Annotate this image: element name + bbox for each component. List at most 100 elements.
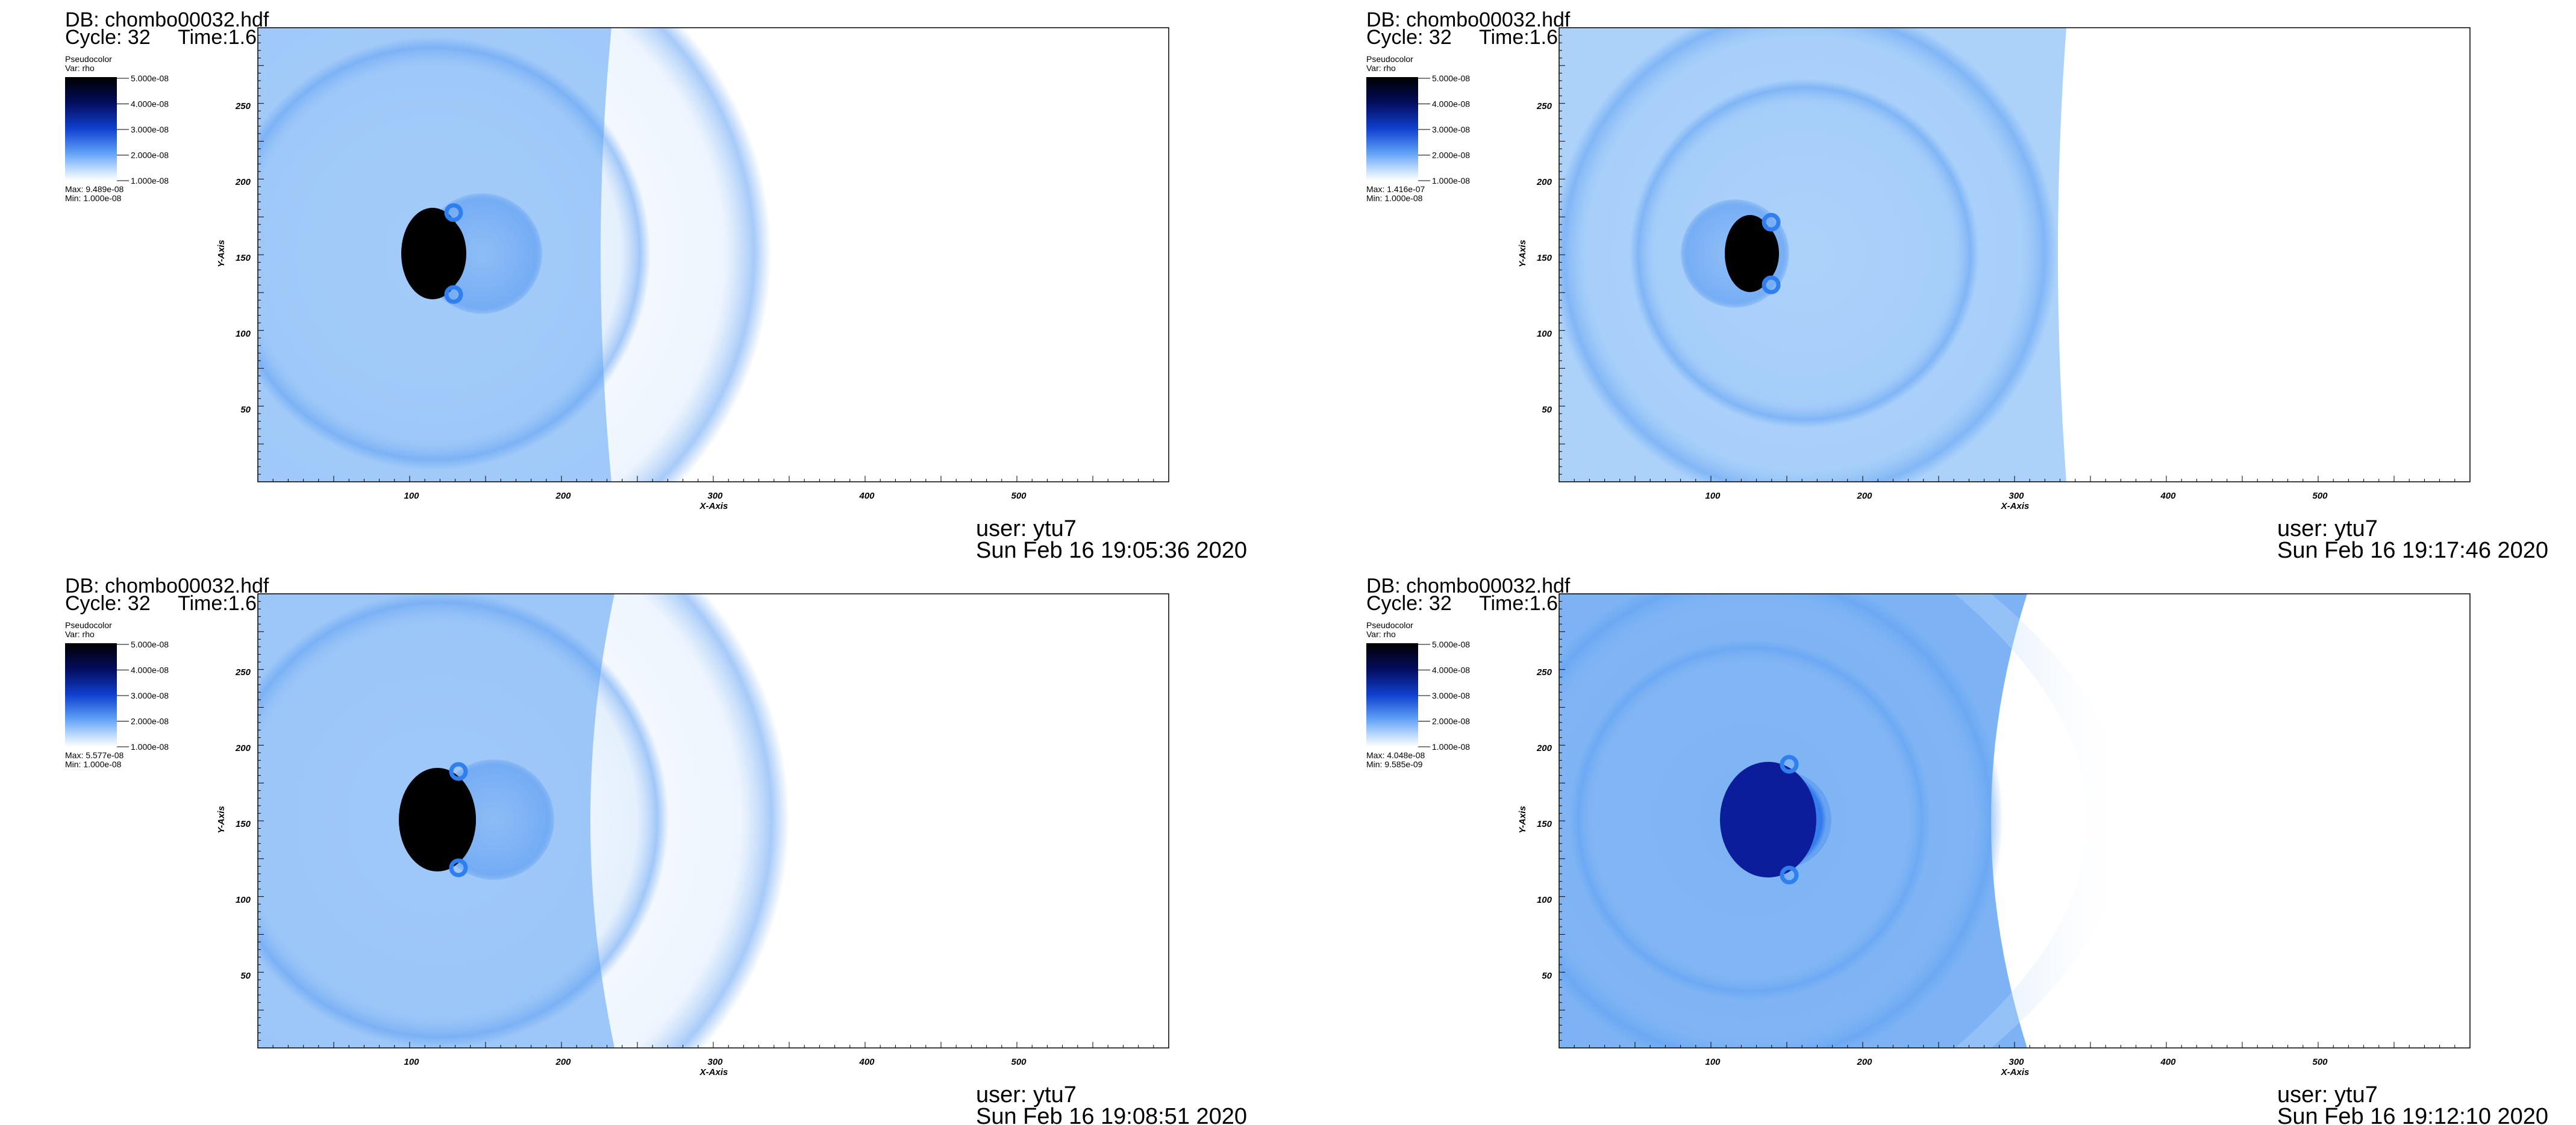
user-label: user: ytu7 [2277, 516, 2378, 541]
x-tick-label: 300 [2009, 491, 2024, 501]
vortex-curl [1780, 865, 1799, 885]
x-axis-title: X-Axis [2001, 1067, 2030, 1077]
dense-core-lobe [420, 778, 476, 862]
vortex-curl [1762, 213, 1781, 232]
y-tick-label: 200 [235, 743, 251, 753]
y-tick-label: 250 [235, 667, 251, 678]
colorbar-tick-label: 2.000e-08 [1432, 717, 1470, 726]
plot-area [1558, 593, 2471, 1049]
colorbar-tick-label: 2.000e-08 [131, 151, 169, 160]
x-tick-label: 500 [2312, 491, 2328, 501]
colorbar-tick-label: 5.000e-08 [131, 640, 169, 649]
y-axis-title: Y-Axis [1518, 240, 1528, 267]
colorbar-tick-label: 1.000e-08 [131, 176, 169, 185]
cycle-label: Cycle: 32 [1366, 592, 1452, 615]
legend-plot-label: Pseudocolor [65, 620, 112, 630]
legend-min-label: Min: 9.585e-09 [1366, 759, 1423, 769]
density-field [1559, 594, 2127, 1048]
colorbar-tick-label: 5.000e-08 [131, 73, 169, 83]
y-tick-label: 50 [240, 405, 251, 415]
legend-min-label: Min: 1.000e-08 [65, 759, 122, 769]
legend-plot-label: Pseudocolor [1366, 620, 1413, 630]
colorbar [65, 77, 117, 181]
legend-plot-label: Pseudocolor [65, 54, 112, 64]
colorbar [65, 643, 117, 747]
db-label: DB: chombo00032.hdf [1366, 575, 1571, 597]
colorbar-tick-label: 4.000e-08 [1432, 665, 1470, 675]
date-label: Sun Feb 16 19:05:36 2020 [976, 538, 1247, 563]
colorbar-tick-label: 1.000e-08 [1432, 176, 1470, 185]
date-label: Sun Feb 16 19:17:46 2020 [2277, 538, 2548, 563]
legend-var-label: Var: rho [65, 629, 95, 639]
inner-wave [1630, 79, 1979, 428]
user-label: user: ytu7 [976, 516, 1077, 541]
x-axis-title: X-Axis [2001, 501, 2030, 511]
x-tick-label: 300 [707, 1057, 723, 1067]
legend-plot-label: Pseudocolor [1366, 54, 1413, 64]
shock-fade [1955, 594, 2127, 1048]
dense-core-lobe [420, 217, 466, 290]
y-tick-label: 100 [1537, 895, 1552, 905]
plot-area [257, 27, 1169, 482]
colorbar-tick-label: 3.000e-08 [1432, 691, 1470, 700]
x-tick-label: 100 [1705, 1057, 1721, 1067]
density-field [1559, 28, 2066, 482]
x-tick-label: 200 [555, 1057, 571, 1067]
y-tick-label: 200 [1536, 177, 1552, 187]
colorbar-tick-label: 5.000e-08 [1432, 73, 1470, 83]
x-tick-label: 500 [2312, 1057, 2328, 1067]
y-tick-label: 100 [236, 329, 251, 339]
vortex-curl [449, 858, 468, 877]
legend-max-label: Max: 5.577e-08 [65, 750, 123, 760]
x-tick-label: 200 [1856, 491, 1872, 501]
x-tick-label: 500 [1011, 1057, 1027, 1067]
colorbar-tick-label: 1.000e-08 [131, 742, 169, 752]
x-tick-label: 100 [404, 491, 419, 501]
x-axis-title: X-Axis [699, 501, 728, 511]
plot-area [1558, 27, 2471, 482]
colorbar-tick-label: 4.000e-08 [1432, 99, 1470, 109]
y-axis-title: Y-Axis [216, 240, 227, 267]
plot-area [257, 593, 1169, 1049]
colorbar-tick-label: 3.000e-08 [131, 691, 169, 700]
legend-var-label: Var: rho [1366, 63, 1396, 73]
colorbar-tick-label: 1.000e-08 [1432, 742, 1470, 752]
x-tick-label: 200 [1856, 1057, 1872, 1067]
density-field [258, 594, 789, 1048]
x-tick-label: 500 [1011, 491, 1027, 501]
y-tick-label: 150 [1537, 819, 1552, 829]
y-tick-label: 250 [235, 101, 251, 111]
cycle-label: Cycle: 32 [65, 592, 151, 615]
dense-core-lobe [1743, 771, 1815, 868]
x-tick-label: 300 [707, 491, 723, 501]
cycle-label: Cycle: 32 [1366, 26, 1452, 49]
y-tick-label: 100 [236, 895, 251, 905]
x-tick-label: 100 [1705, 491, 1721, 501]
y-tick-label: 50 [1542, 971, 1552, 981]
y-tick-label: 250 [1536, 101, 1552, 111]
y-tick-label: 200 [235, 177, 251, 187]
y-tick-label: 100 [1537, 329, 1552, 339]
db-label: DB: chombo00032.hdf [1366, 8, 1571, 31]
x-tick-label: 100 [404, 1057, 419, 1067]
legend-min-label: Min: 1.000e-08 [65, 193, 122, 203]
date-label: Sun Feb 16 19:12:10 2020 [2277, 1104, 2548, 1125]
x-tick-label: 400 [858, 1057, 875, 1067]
x-tick-label: 300 [2009, 1057, 2024, 1067]
y-tick-label: 150 [236, 253, 251, 263]
vortex-curl [449, 762, 468, 781]
y-tick-label: 150 [1537, 253, 1552, 263]
date-label: Sun Feb 16 19:08:51 2020 [976, 1104, 1247, 1125]
user-label: user: ytu7 [976, 1082, 1077, 1108]
colorbar-tick-label: 3.000e-08 [1432, 125, 1470, 134]
x-tick-label: 400 [2160, 1057, 2176, 1067]
y-axis-title: Y-Axis [216, 806, 227, 834]
x-tick-label: 200 [555, 491, 571, 501]
user-label: user: ytu7 [2277, 1082, 2378, 1108]
colorbar-tick-label: 4.000e-08 [131, 665, 169, 675]
vortex-curl [444, 203, 463, 222]
x-tick-label: 400 [858, 491, 875, 501]
y-tick-label: 200 [1536, 743, 1552, 753]
